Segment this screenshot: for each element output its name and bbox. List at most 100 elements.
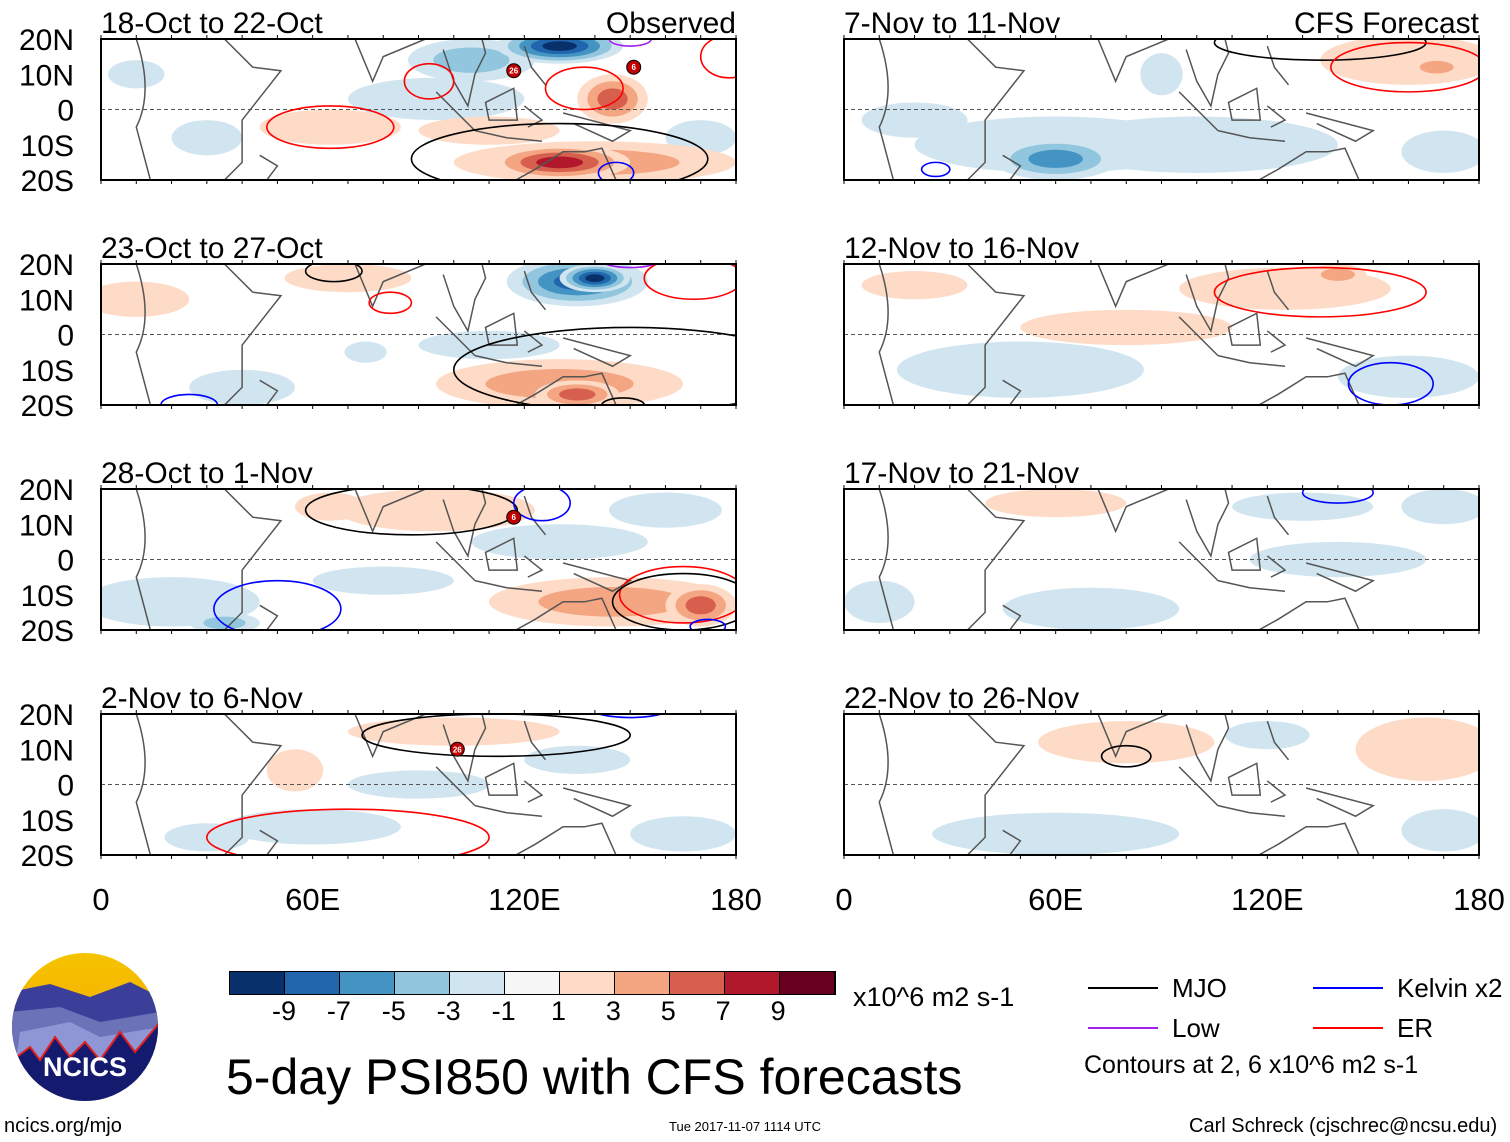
anomaly-shading <box>630 816 736 852</box>
kelvin-contour <box>213 579 342 630</box>
kelvin-contour <box>1301 489 1374 504</box>
author: Carl Schreck (cjschrec@ncsu.edu) <box>1189 1115 1498 1137</box>
lat-tick-label: 20S <box>21 840 74 873</box>
storm-marker <box>449 741 465 757</box>
mjo-contour <box>410 122 709 180</box>
anomaly-shading <box>932 812 1180 855</box>
anomaly-shading <box>685 596 716 615</box>
panel-title: 18-Oct to 22-Oct <box>101 7 323 40</box>
anomaly-shading <box>101 281 190 317</box>
anomaly-shading <box>203 616 246 630</box>
kelvin-contour <box>512 489 571 522</box>
anomaly-shading <box>1140 53 1183 96</box>
coastlines <box>135 489 633 630</box>
lat-tick-label: 10S <box>21 580 74 613</box>
coastlines <box>878 264 1376 405</box>
map-panel: 7-Nov to 11-Nov CFS Forecast <box>843 7 1480 184</box>
mjo-contour <box>304 264 363 283</box>
anomaly-shading <box>224 809 401 845</box>
coastlines <box>878 714 1376 855</box>
er-contour <box>544 66 624 111</box>
er-contour <box>643 264 736 301</box>
anomaly-shading <box>259 109 401 145</box>
anomaly-shading <box>1038 721 1215 764</box>
colorbar-swatch <box>725 972 780 994</box>
map-content <box>844 489 1479 630</box>
colorbar-units: x10^6 m2 s-1 <box>853 982 1015 1012</box>
lat-tick-label: 10N <box>19 284 74 317</box>
colorbar-tick-label: -9 <box>271 996 296 1026</box>
colorbar-tick-label: -1 <box>491 996 516 1026</box>
lon-tick-label: 180 <box>710 882 762 917</box>
anomaly-shading <box>861 102 968 138</box>
map-panel: 22-Nov to 26-Nov 0 60E 120E 180 <box>835 682 1504 917</box>
tropical-cyclone-icon: 26 <box>506 63 522 79</box>
er-contour <box>368 291 413 315</box>
lat-tick-label: 0 <box>57 545 74 578</box>
er-contour <box>699 39 736 79</box>
anomaly-shading <box>337 489 535 532</box>
map-panels: 26 618-Oct to 22-Oct Observed20N10N010S20S… <box>19 7 1505 917</box>
kelvin-contour <box>597 161 635 180</box>
tropical-cyclone-icon: 26 <box>449 741 465 757</box>
lat-tick-label: 0 <box>57 320 74 353</box>
anomaly-shading <box>344 341 387 363</box>
lat-tick-label: 10S <box>21 805 74 838</box>
source-url[interactable]: ncics.org/mjo <box>4 1115 122 1137</box>
panel-title: 2-Nov to 6-Nov <box>101 682 303 715</box>
lat-tick-label: 0 <box>57 770 74 803</box>
panel-title: 17-Nov to 21-Nov <box>844 457 1079 490</box>
lon-tick-label: 120E <box>488 882 560 917</box>
contour-note: Contours at 2, 6 x10^6 m2 s-1 <box>1084 1051 1419 1079</box>
anomaly-shading <box>585 274 605 282</box>
lon-tick-label: 60E <box>285 882 340 917</box>
map-content: 26 6 <box>101 39 736 180</box>
lat-tick-label: 10S <box>21 130 74 163</box>
timestamp: Tue 2017-11-07 1114 UTC <box>669 1119 821 1134</box>
colorbar-swatch <box>780 972 835 994</box>
colorbar-tick-label: -3 <box>436 996 461 1026</box>
lat-tick-label: 20N <box>19 24 74 57</box>
colorbar-tick-label: -7 <box>326 996 351 1026</box>
ncics-logo: NCICS <box>12 953 158 1101</box>
lat-tick-label: 10N <box>19 734 74 767</box>
map-content <box>844 714 1479 855</box>
kelvin-contour <box>920 161 951 178</box>
anomaly-shading <box>1401 489 1479 525</box>
logo-text: NCICS <box>43 1052 127 1082</box>
anomaly-shading <box>542 41 577 51</box>
storm-label: 26 <box>453 745 462 754</box>
er-contour <box>206 808 490 855</box>
coastlines <box>135 39 633 180</box>
legend-line <box>1313 1027 1383 1029</box>
er-contour <box>1330 41 1479 93</box>
legend-label: Low <box>1172 1013 1220 1043</box>
anomaly-shading <box>524 745 631 774</box>
colorbar-swatch <box>395 972 450 994</box>
er-contour <box>1213 266 1427 318</box>
panel-title: 12-Nov to 16-Nov <box>844 232 1079 265</box>
map-content <box>844 264 1479 405</box>
colorbar-tick-label: 1 <box>550 996 567 1026</box>
mjo-contour <box>1100 744 1152 768</box>
anomaly-shading <box>1232 492 1374 521</box>
colorbar-tick-label: 7 <box>715 996 731 1026</box>
lat-tick-label: 20S <box>21 390 74 423</box>
anomaly-shading <box>559 388 596 401</box>
colorbar-swatch <box>670 972 725 994</box>
anomaly-shading <box>418 116 560 145</box>
lat-tick-label: 20N <box>19 249 74 282</box>
colorbar-swatch <box>285 972 340 994</box>
lon-tick-label: 0 <box>835 882 852 917</box>
colorbar-tick-label: 5 <box>660 996 676 1026</box>
storm-marker <box>506 509 522 525</box>
colorbar-swatch <box>505 972 560 994</box>
lat-tick-label: 20N <box>19 699 74 732</box>
er-contour <box>266 105 395 150</box>
lat-tick-label: 20N <box>19 474 74 507</box>
panel-label: Observed <box>606 7 736 40</box>
colorbar-swatch <box>230 972 285 994</box>
colorbar-swatch <box>560 972 615 994</box>
